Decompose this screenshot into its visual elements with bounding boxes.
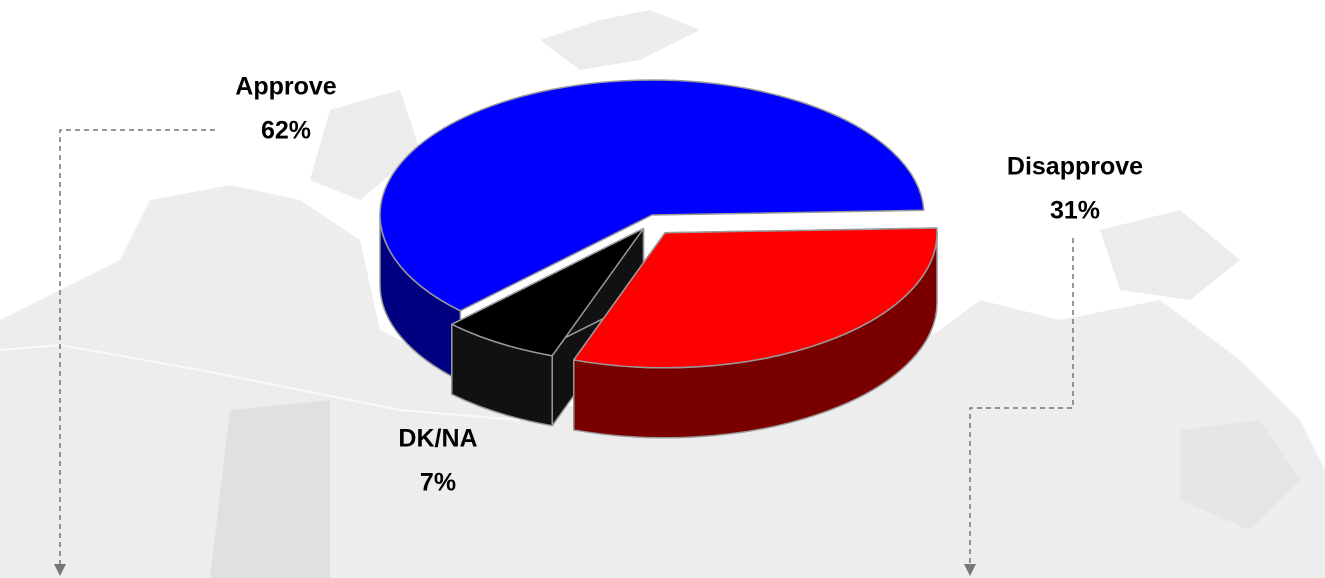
labels: Approve 62% Disapprove 31% DK/NA 7% [235,73,1143,497]
pie [379,79,938,439]
leader-lines [59,129,1074,565]
slice [379,79,925,312]
slice-label: Approve [235,73,337,101]
slice [573,227,938,369]
arrowheads [54,564,976,576]
slice [451,227,645,357]
slice-value-label: 7% [420,469,456,497]
slice-label: DK/NA [398,425,477,453]
map-background [0,10,1325,578]
slice-value-label: 62% [261,117,311,145]
slice-value-label: 31% [1050,197,1100,225]
slice-label: Disapprove [1007,153,1143,181]
